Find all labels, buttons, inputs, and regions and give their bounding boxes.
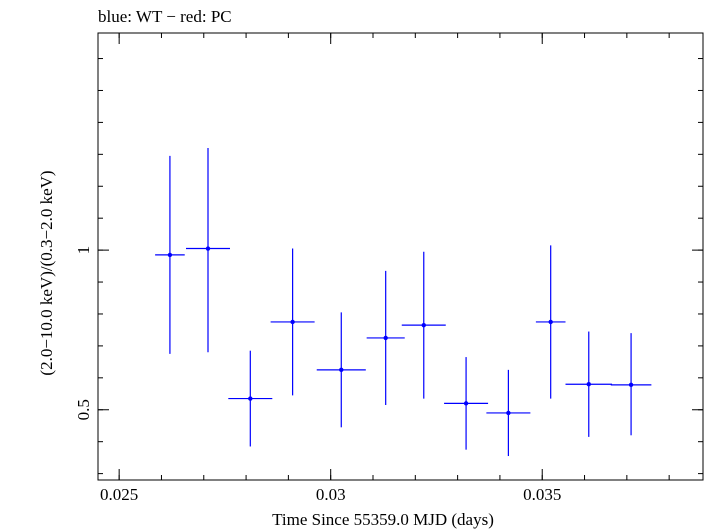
data-point	[383, 335, 388, 341]
data-point	[586, 382, 591, 387]
x-axis-label: Time Since 55359.0 MJD (days)	[272, 510, 494, 529]
data-point	[339, 367, 344, 373]
axis-ticks: 0.025 0.03 0.035 0.5 1	[74, 33, 703, 504]
data-point	[548, 319, 553, 325]
data-point	[463, 401, 469, 406]
data-point	[628, 382, 634, 388]
x-tick-label: 0.035	[523, 485, 561, 504]
x-tick-label: 0.03	[316, 485, 346, 504]
data-point	[167, 252, 173, 258]
y-tick-label: 1	[74, 246, 93, 255]
chart-title: blue: WT − red: PC	[98, 7, 232, 26]
data-point	[421, 322, 426, 328]
data-point	[506, 410, 511, 416]
y-axis-label: (2.0−10.0 keV)/(0.3−2.0 keV)	[37, 170, 56, 375]
data-series	[155, 147, 652, 457]
data-point	[248, 396, 253, 401]
x-tick-label: 0.025	[100, 485, 138, 504]
data-point	[205, 246, 211, 251]
data-point	[290, 319, 295, 325]
plot-frame	[97, 32, 704, 481]
y-tick-label: 0.5	[74, 399, 93, 420]
